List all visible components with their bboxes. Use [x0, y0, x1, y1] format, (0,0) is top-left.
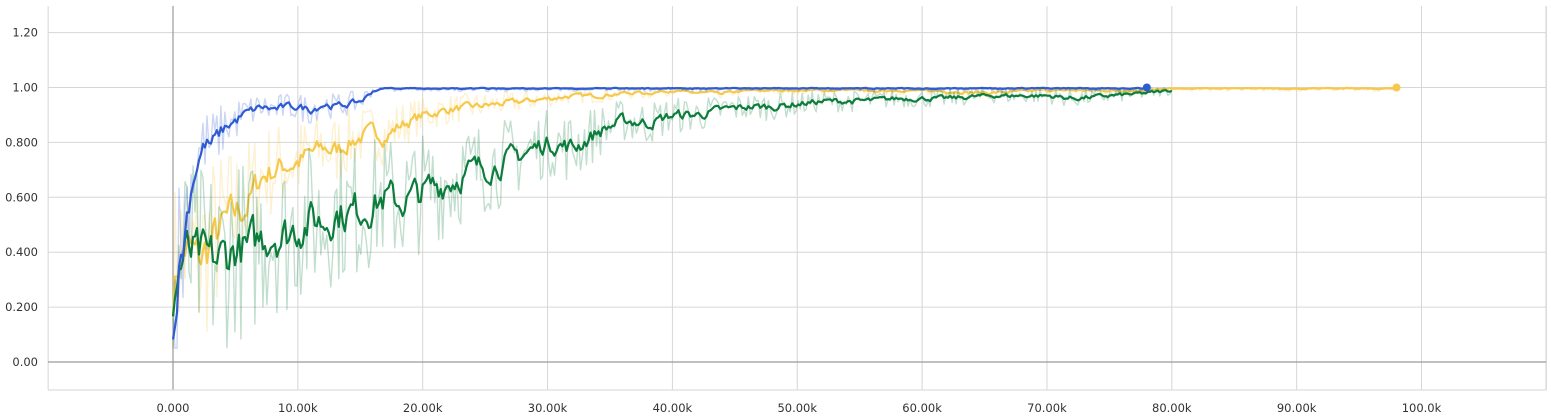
series-end-marker	[1392, 83, 1401, 92]
x-tick-label: 60.00k	[902, 401, 942, 415]
x-tick-label: 40.00k	[653, 401, 693, 415]
series-line	[171, 86, 1396, 317]
series-line	[171, 86, 1146, 340]
x-tick-label: 90.00k	[1277, 401, 1317, 415]
y-tick-label: 1.00	[12, 81, 38, 95]
x-tick-label: 80.00k	[1152, 401, 1192, 415]
x-tick-label: 50.00k	[777, 401, 817, 415]
series-end-marker	[1142, 83, 1151, 92]
x-tick-label: 100.0k	[1402, 401, 1442, 415]
y-tick-label: 0.400	[5, 245, 38, 259]
x-tick-label: 10.00k	[278, 401, 318, 415]
series-lines	[171, 83, 1401, 349]
y-tick-label: 1.20	[12, 26, 38, 40]
series-raw-line	[172, 87, 1173, 349]
y-tick-label: 0.600	[5, 190, 38, 204]
grid-lines	[47, 6, 1547, 390]
series-line	[171, 89, 1173, 317]
y-tick-label: 0.200	[5, 300, 38, 314]
x-tick-label: 70.00k	[1027, 401, 1067, 415]
y-tick-label: 0.800	[5, 135, 38, 149]
y-tick-label: 0.00	[12, 355, 38, 369]
tick-labels: 0.00 0.200 0.400 0.600 0.800 1.00 1.20 0.000 10.…	[5, 26, 1442, 415]
axes	[48, 6, 1546, 391]
x-tick-label: 0.000	[157, 401, 190, 415]
x-tick-label: 20.00k	[403, 401, 443, 415]
x-tick-label: 30.00k	[528, 401, 568, 415]
